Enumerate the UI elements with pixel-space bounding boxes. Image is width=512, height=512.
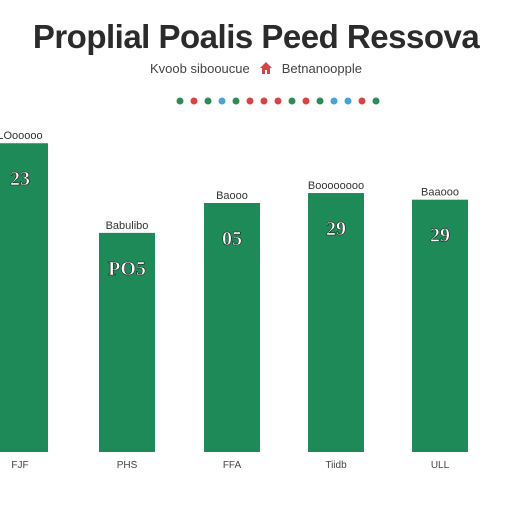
bar-top-label: LOooooo — [0, 130, 43, 142]
legend-dot — [302, 97, 310, 105]
bar-top-label: Baaooo — [421, 187, 459, 199]
bar-value-label: 05 — [222, 228, 242, 250]
legend-dot — [204, 97, 212, 105]
subtitle-right: Betnanoopple — [281, 60, 362, 76]
legend-dot — [358, 97, 366, 105]
legend-dot — [288, 97, 296, 105]
category-label: FFA — [223, 460, 242, 471]
legend-dot — [218, 97, 226, 105]
category-label: PHS — [117, 460, 138, 471]
bar — [412, 199, 468, 452]
legend-dot — [246, 97, 254, 105]
category-label: ULL — [431, 460, 450, 471]
bar — [0, 143, 48, 453]
legend-dot — [274, 97, 282, 105]
bar — [204, 203, 260, 452]
bar-value-label: 29 — [326, 218, 346, 240]
subtitle-left: Kvoob sibooucue — [150, 60, 250, 76]
legend-dots — [176, 97, 380, 105]
bar-top-label: Boooooooo — [308, 180, 364, 192]
legend-dot — [190, 97, 198, 105]
legend-dot — [176, 97, 184, 105]
legend-dot — [372, 97, 380, 105]
bar — [308, 193, 364, 453]
bar-top-label: Baooo — [216, 190, 248, 202]
category-label: FJF — [11, 460, 28, 471]
legend-dot — [330, 97, 338, 105]
legend-dot — [344, 97, 352, 105]
bar — [99, 232, 155, 452]
legend-dot — [232, 97, 240, 105]
chart-title: Proplial Poalis Peed Ressova — [32, 18, 480, 55]
bar-value-label: 23 — [10, 168, 30, 190]
bar-top-label: Babulibo — [106, 220, 149, 232]
bar-value-label: 29 — [430, 225, 450, 247]
legend-dot — [260, 97, 268, 105]
category-label: Tiidb — [325, 460, 347, 471]
legend-dot — [316, 97, 324, 105]
subtitle: Kvoob sibooucue Betnanoopple — [0, 60, 512, 76]
bar-value-label: PO5 — [108, 258, 146, 280]
house-icon — [259, 62, 272, 74]
